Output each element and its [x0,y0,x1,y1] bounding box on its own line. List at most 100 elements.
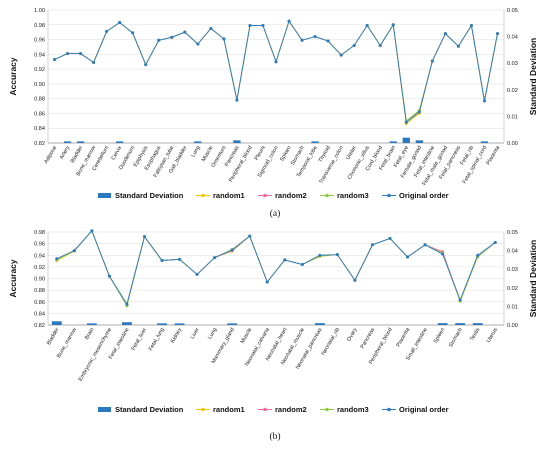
point-original-order [66,52,70,56]
point-original-order [318,253,322,257]
point-original-order [441,252,445,256]
y-tick-label: 0.94 [34,52,45,58]
point-original-order [107,274,111,278]
std-bar [415,140,423,143]
y2-tick-label: 0.01 [507,114,518,120]
point-original-order [261,24,265,28]
std-bar [472,323,483,325]
y-tick-label: 0.98 [34,23,45,29]
point-original-order [196,42,200,46]
std-bar [51,321,62,325]
point-original-order [300,38,304,42]
point-original-order [313,35,317,39]
x-tick-label: Liver [190,327,201,340]
point-original-order [493,240,497,244]
point-original-order [443,32,447,36]
std-bar [86,323,97,325]
x-tick-label: Brain [84,327,95,341]
point-original-order [287,19,291,23]
x-tick-label: Lung [207,327,218,340]
point-original-order [90,229,94,233]
point-original-order [131,31,135,35]
point-original-order [248,234,252,238]
series-line-random1 [54,20,498,125]
std-bar [233,140,241,143]
x-tick-label: Ureter [345,145,358,161]
legend-marker-random2 [263,193,267,198]
legend-marker-original-order [387,193,391,198]
legend-label-random3: random3 [337,191,369,200]
y2-tick-label: 0.03 [507,61,518,67]
std-bar [311,141,319,143]
x-tick-label: Testis [469,327,481,342]
legend-marker-original-order [387,407,391,412]
x-tick-label: Lung [190,145,201,158]
y-tick-label: 0.86 [34,300,45,306]
series-line-random2 [54,20,498,123]
y2-axis-title: Standard Deviation [528,240,538,317]
series-line-original-order [56,229,496,306]
y2-tick-label: 0.01 [507,304,518,310]
legend-marker-random2 [263,407,267,412]
point-original-order [92,60,96,64]
y2-tick-label: 0.04 [507,249,518,255]
point-original-order [406,255,410,259]
point-original-order [265,280,269,284]
x-tick-label: Muscle [201,145,215,163]
y-axis-title: Accuracy [8,57,18,96]
point-original-order [482,99,486,103]
point-original-order [79,52,83,56]
y-tick-label: 0.86 [34,111,45,117]
legend-label-random1: random1 [213,191,245,200]
point-original-order [72,249,76,253]
point-original-order [365,24,369,28]
x-tick-label: Pleura [254,145,267,162]
point-original-order [248,24,252,28]
y-tick-label: 0.92 [34,265,45,271]
x-tick-label: Stomach [448,327,464,348]
point-original-order [335,253,339,257]
y-tick-label: 0.88 [34,288,45,294]
legend-label-random3: random3 [337,405,369,414]
y-tick-label: 0.98 [34,230,45,236]
x-tick-label: Adipose [43,145,58,165]
std-bar [402,137,410,143]
y2-tick-label: 0.00 [507,141,518,147]
std-bar [389,141,397,143]
point-original-order [476,253,480,257]
legend-label-random2: random2 [275,191,307,200]
point-original-order [222,37,226,41]
legend-label-original-order: Original order [399,405,449,414]
x-tick-label: Uterus [486,327,499,344]
y2-tick-label: 0.00 [507,323,518,329]
point-original-order [370,243,374,247]
point-original-order [170,35,174,39]
point-original-order [235,98,239,102]
point-original-order [142,235,146,239]
point-original-order [178,257,182,261]
x-tick-label: Placenta [396,327,412,348]
point-original-order [352,43,356,47]
point-original-order [339,53,343,57]
point-original-order [213,256,217,260]
panel-label: (a) [270,208,281,219]
x-tick-label: Cervix [111,145,124,161]
point-original-order [209,26,213,30]
series-line-random2 [56,229,496,306]
x-tick-label: Spleen [433,327,447,345]
x-tick-label: Pancreas [360,327,377,350]
point-original-order [160,258,164,262]
std-bar [314,323,325,325]
point-original-order [118,21,122,25]
y-tick-label: 0.94 [34,253,45,259]
series-line-random1 [56,229,496,307]
y-tick-label: 0.90 [34,82,45,88]
point-original-order [423,243,427,247]
point-original-order [388,236,392,240]
point-original-order [417,110,421,114]
legend-swatch-standard-deviation [98,407,111,412]
point-original-order [55,257,59,261]
std-bar [455,323,466,325]
legend-label-random2: random2 [275,405,307,414]
